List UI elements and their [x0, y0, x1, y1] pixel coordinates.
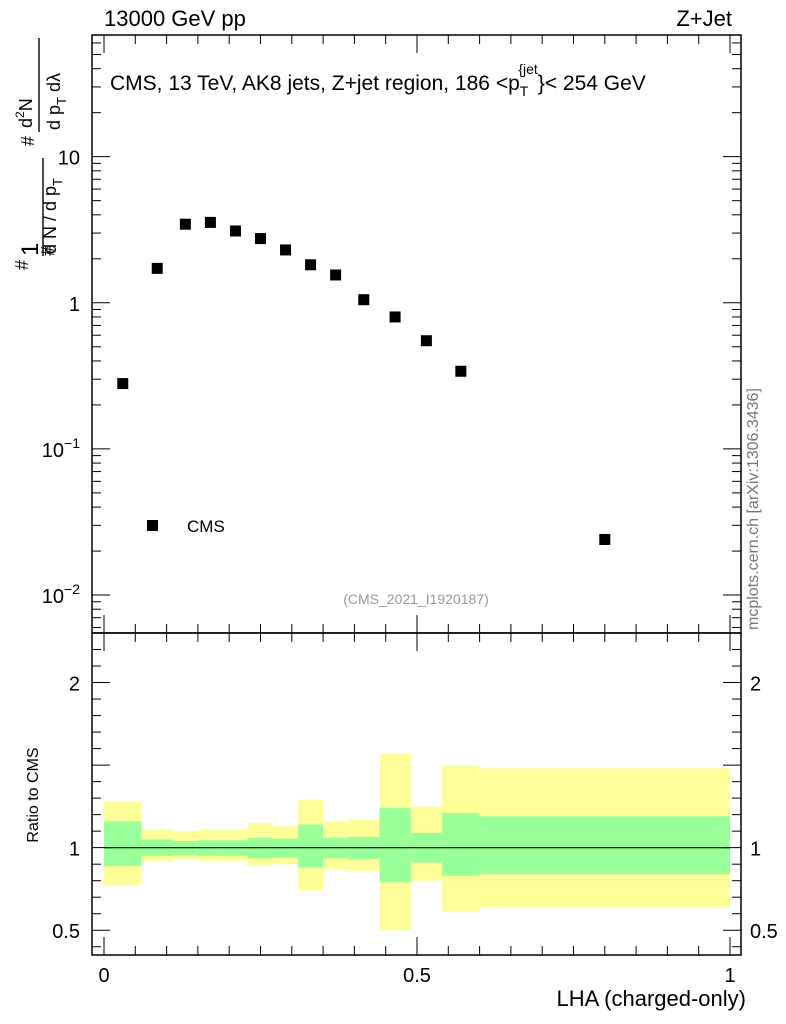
ratio-y-tick-label-right-1: 1 [750, 839, 761, 861]
svg-text:d N / d pT: d N / d pT [40, 178, 65, 254]
ratio-inner-band-12 [442, 812, 480, 876]
ratio-inner-band-13 [479, 816, 730, 875]
data-point-13 [599, 533, 611, 545]
svg-text:1: 1 [17, 243, 44, 256]
y-axis-label: # 1 # d N / d pT # d2N d pT dλ [12, 38, 69, 270]
data-point-7 [305, 259, 317, 271]
svg-text:d2N: d2N [13, 98, 36, 128]
main-y-tick-label-2: 10−1 [42, 435, 80, 462]
ratio-y-axis-label: Ratio to CMS [25, 747, 42, 842]
x-axis-ticks: 0 0.5 1 [98, 35, 736, 987]
main-panel-frame [91, 34, 742, 634]
data-point-4 [229, 225, 241, 237]
data-point-11 [420, 335, 432, 347]
x-axis-label: LHA (charged-only) [556, 986, 746, 1011]
ratio-axis-ticks: 2 2 1 1 0.5 0.5 [52, 649, 778, 948]
svg-text:d pT dλ: d pT dλ [44, 73, 69, 130]
svg-text:#: # [38, 246, 58, 256]
data-point-6 [280, 244, 292, 256]
data-point-9 [358, 294, 370, 306]
main-y-tick-label-0: 10 [58, 148, 80, 170]
energy-label: 13000 GeV pp [104, 6, 246, 31]
analysis-id: (CMS_2021_I1920187) [343, 591, 489, 607]
svg-text:#: # [18, 136, 38, 146]
x-tick-label-0: 0 [98, 965, 109, 987]
ratio-y-tick-label-2: 0.5 [52, 921, 80, 943]
x-tick-label-2: 1 [724, 965, 735, 987]
x-tick-label-1: 0.5 [403, 965, 431, 987]
data-point-1 [151, 262, 163, 274]
data-points [117, 216, 611, 545]
main-axis-ticks: 10 1 10−1 10−2 [42, 42, 741, 628]
data-point-10 [389, 311, 401, 323]
data-point-12 [455, 365, 467, 377]
main-y-tick-label-1: 1 [69, 294, 80, 316]
data-point-0 [117, 378, 129, 390]
ratio-inner-band-7 [298, 824, 324, 868]
data-point-2 [179, 218, 191, 230]
svg-text:#: # [12, 260, 32, 270]
legend-marker [147, 520, 158, 531]
ratio-inner-band-0 [104, 821, 142, 866]
ratio-y-tick-label-0: 2 [69, 674, 80, 696]
data-point-5 [255, 233, 266, 245]
ratio-y-tick-label-1: 1 [69, 839, 80, 861]
ratio-y-tick-label-right-0: 2 [750, 674, 761, 696]
ratio-bands [104, 753, 730, 931]
chart-title: CMS, 13 TeV, AK8 jets, Z+jet region, 186… [110, 61, 646, 99]
main-y-tick-label-3: 10−2 [42, 581, 80, 608]
ratio-inner-band-10 [379, 808, 411, 883]
data-point-8 [330, 269, 342, 281]
legend-label: CMS [187, 517, 225, 536]
process-label: Z+Jet [676, 6, 732, 31]
ratio-y-tick-label-right-2: 0.5 [750, 921, 778, 943]
data-point-3 [204, 216, 216, 228]
